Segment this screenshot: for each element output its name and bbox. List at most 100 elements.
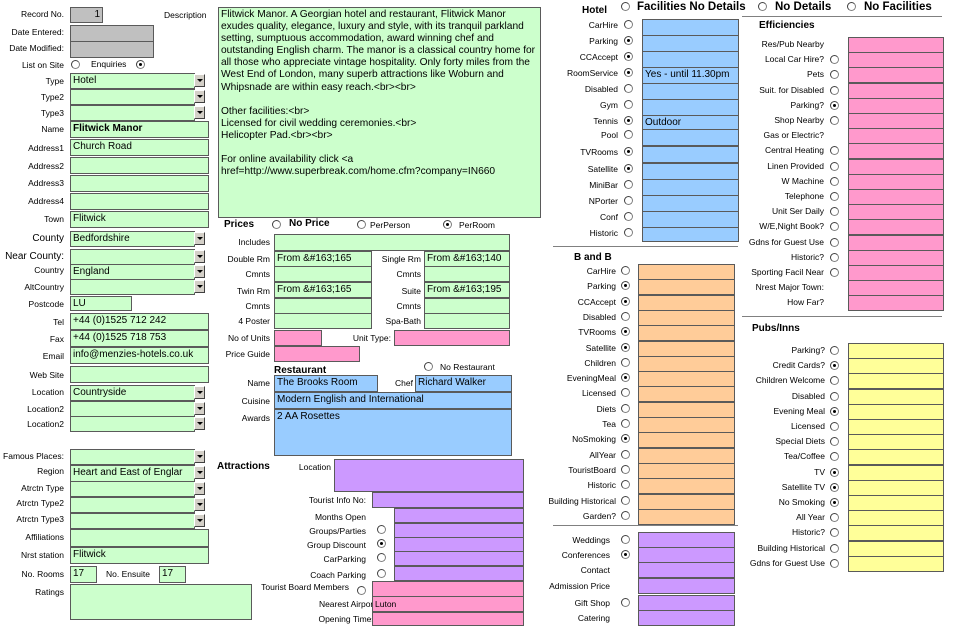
tourist-info-field[interactable] — [372, 492, 524, 508]
eff-suit-for-disabled-field[interactable] — [848, 83, 944, 99]
bandb-licensed-radio[interactable] — [621, 388, 630, 397]
hotel-tvrooms-radio[interactable] — [624, 147, 633, 156]
country-dropdown-icon[interactable] — [194, 265, 205, 278]
cmnts2-field[interactable] — [424, 266, 510, 282]
pub-historic-field[interactable] — [848, 525, 944, 541]
hotel-nporter-field[interactable] — [642, 195, 739, 212]
bandb-carhire-field[interactable] — [638, 264, 735, 280]
type-dropdown-icon[interactable] — [194, 74, 205, 87]
per-room-radio[interactable] — [443, 220, 452, 229]
no-facilities-radio[interactable] — [847, 2, 856, 11]
email-field[interactable]: info@menzies-hotels.co.uk — [70, 347, 209, 364]
pub-tv-radio[interactable] — [830, 468, 839, 477]
pub-tea-coffee-radio[interactable] — [830, 452, 839, 461]
hotel-disabled-radio[interactable] — [624, 84, 633, 93]
hotel-minibar-radio[interactable] — [624, 180, 633, 189]
facilities-no-details-radio[interactable] — [621, 2, 630, 11]
hotel-tvrooms-field[interactable] — [642, 146, 739, 163]
bandb-tvrooms-radio[interactable] — [621, 327, 630, 336]
pub-no-smoking-field[interactable] — [848, 495, 944, 511]
pub-historic-radio[interactable] — [830, 528, 839, 537]
bandb-satellite-field[interactable] — [638, 341, 735, 357]
eff-shop-nearby-field[interactable] — [848, 113, 944, 129]
pub-gdns-for-guest-use-radio[interactable] — [830, 559, 839, 568]
pub-satellite-tv-radio[interactable] — [830, 483, 839, 492]
restaurant-name-field[interactable]: The Brooks Room — [274, 375, 378, 392]
location2b-dropdown-icon[interactable] — [194, 417, 205, 430]
twin-rm-field[interactable]: From &#163;165 — [274, 282, 372, 298]
pub-disabled-radio[interactable] — [830, 392, 839, 401]
hotel-parking-field[interactable] — [642, 35, 739, 52]
pub-licensed-radio[interactable] — [830, 422, 839, 431]
bandb-children-radio[interactable] — [621, 358, 630, 367]
group-discount-field[interactable] — [394, 537, 524, 552]
eff-w-machine-radio[interactable] — [830, 177, 839, 186]
bandb-tvrooms-field[interactable] — [638, 325, 735, 341]
pub-special-diets-radio[interactable] — [830, 437, 839, 446]
county-select[interactable]: Bedfordshire — [70, 231, 195, 247]
pub-children-welcome-field[interactable] — [848, 373, 944, 389]
date-entered-field[interactable] — [70, 25, 154, 42]
bandb-garden--radio[interactable] — [621, 511, 630, 520]
hotel-conf-radio[interactable] — [624, 212, 633, 221]
hotel-ccaccept-field[interactable] — [642, 51, 739, 68]
group-discount-radio[interactable] — [377, 539, 386, 548]
type2-dropdown-icon[interactable] — [194, 90, 205, 103]
bandb-diets-radio[interactable] — [621, 404, 630, 413]
bandb-diets-field[interactable] — [638, 402, 735, 418]
eff-unit-ser-daily-radio[interactable] — [830, 207, 839, 216]
eff-linen-provided-field[interactable] — [848, 159, 944, 175]
no-price-radio[interactable] — [272, 220, 281, 229]
groups-radio[interactable] — [377, 525, 386, 534]
hotel-nporter-radio[interactable] — [624, 196, 633, 205]
gift-shop-radio[interactable] — [621, 598, 630, 607]
months-open-field[interactable] — [394, 508, 524, 523]
pub-tv-field[interactable] — [848, 465, 944, 481]
weddings-field[interactable] — [638, 532, 735, 548]
conferences-field[interactable] — [638, 547, 735, 563]
cuisine-field[interactable]: Modern English and International — [274, 392, 512, 409]
location-dropdown-icon[interactable] — [194, 386, 205, 399]
postcode-field[interactable]: LU — [70, 296, 132, 311]
hotel-satellite-radio[interactable] — [624, 164, 633, 173]
eff-unit-ser-daily-field[interactable] — [848, 204, 944, 220]
type3-dropdown-icon[interactable] — [194, 106, 205, 119]
bandb-satellite-radio[interactable] — [621, 343, 630, 352]
enquiries-radio[interactable] — [136, 60, 145, 69]
double-rm-field[interactable]: From &#163;165 — [274, 251, 372, 267]
unit-type-field[interactable] — [394, 330, 510, 346]
hotel-pool-radio[interactable] — [624, 130, 633, 139]
hotel-ccaccept-radio[interactable] — [624, 52, 633, 61]
eff-historic-field[interactable] — [848, 250, 944, 266]
eff-w-machine-field[interactable] — [848, 174, 944, 190]
four-poster-field[interactable] — [274, 313, 372, 329]
cmnts1-field[interactable] — [274, 266, 372, 282]
record-no-field[interactable]: 1 — [70, 7, 103, 23]
type-select[interactable]: Hotel — [70, 73, 195, 89]
eff-res-pub-nearby-field[interactable] — [848, 37, 944, 53]
chef-field[interactable]: Richard Walker — [415, 375, 512, 392]
eff-w-e-night-book-radio[interactable] — [830, 222, 839, 231]
car-parking-radio[interactable] — [377, 553, 386, 562]
affiliations-field[interactable] — [70, 529, 209, 547]
ratings-field[interactable] — [70, 584, 252, 620]
bandb-touristboard-radio[interactable] — [621, 465, 630, 474]
eff-pets-field[interactable] — [848, 67, 944, 83]
bandb-nosmoking-field[interactable] — [638, 432, 735, 448]
bandb-allyear-field[interactable] — [638, 448, 735, 464]
bandb-building-historical-radio[interactable] — [621, 496, 630, 505]
pub-special-diets-field[interactable] — [848, 434, 944, 450]
atrctn-type3-select[interactable] — [70, 513, 195, 529]
hotel-historic-field[interactable] — [642, 227, 739, 242]
pub-no-smoking-radio[interactable] — [830, 498, 839, 507]
pub-disabled-field[interactable] — [848, 389, 944, 405]
eff-how-far-field[interactable] — [848, 295, 944, 311]
eff-local-car-hire-field[interactable] — [848, 52, 944, 68]
atrctn-type-dropdown-icon[interactable] — [194, 482, 205, 495]
atrctn-type2-dropdown-icon[interactable] — [194, 498, 205, 511]
famous-places-dropdown-icon[interactable] — [194, 450, 205, 463]
location-select[interactable]: Countryside — [70, 385, 195, 401]
county-dropdown-icon[interactable] — [194, 232, 205, 245]
pub-evening-meal-radio[interactable] — [830, 407, 839, 416]
pub-building-historical-radio[interactable] — [830, 544, 839, 553]
